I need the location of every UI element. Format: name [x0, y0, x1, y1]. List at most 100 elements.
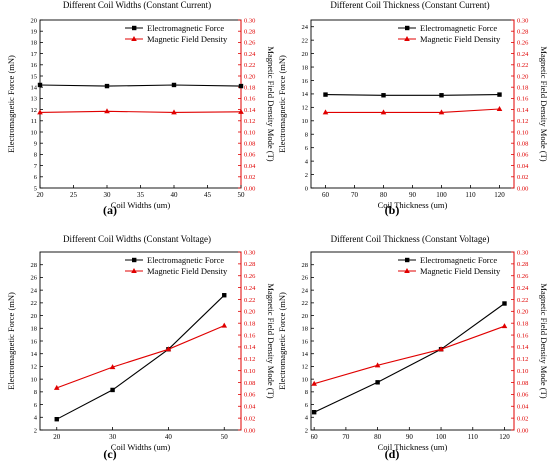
- x-tick-label: 35: [137, 191, 145, 199]
- y2-tick-label: 0.16: [517, 96, 529, 103]
- y-tick-label: 2: [34, 427, 37, 434]
- data-point-force: [110, 387, 115, 393]
- y2-tick-label: 0.24: [244, 51, 256, 58]
- chart-panel-b: Different Coil Thickness (Constant Curre…: [277, 0, 549, 217]
- y2-tick-label: 0.10: [244, 368, 255, 375]
- data-point-density: [165, 346, 172, 352]
- y-tick-label: 22: [302, 37, 309, 44]
- chart-title: Different Coil Widths (Constant Current): [63, 0, 211, 10]
- y-tick-label: 22: [302, 300, 309, 307]
- legend-label: Magnetic Field Density: [147, 34, 228, 44]
- data-point-force: [311, 410, 317, 415]
- series-line-force: [56, 294, 225, 420]
- y2-tick-label: 0.00: [244, 185, 255, 192]
- x-tick-label: 90: [409, 191, 417, 199]
- x-tick-label: 45: [204, 191, 212, 199]
- y2-axis-label: Magnetic Field Density Mode (T): [266, 283, 276, 398]
- y2-tick-label: 0.22: [517, 297, 528, 304]
- y-tick-label: 12: [31, 364, 38, 371]
- legend-marker-square: [132, 25, 137, 31]
- y2-tick-label: 0.30: [517, 249, 528, 256]
- y-tick-label: 18: [31, 40, 38, 47]
- y2-tick-label: 0.16: [517, 332, 529, 339]
- y2-tick-label: 0.00: [517, 427, 528, 434]
- y-tick-label: 16: [302, 78, 309, 85]
- data-point-force: [381, 93, 386, 98]
- y2-tick-label: 0.02: [244, 174, 255, 181]
- y2-tick-label: 0.14: [244, 344, 256, 351]
- plot-frame: [310, 251, 515, 431]
- y2-tick-label: 0.08: [517, 141, 528, 148]
- y2-axis-label: Magnetic Field Density Mode (T): [539, 283, 549, 398]
- y-tick-label: 4: [34, 415, 38, 422]
- y-tick-label: 18: [31, 326, 38, 333]
- series-line-force: [325, 94, 500, 96]
- y-tick-label: 18: [302, 326, 309, 333]
- data-point-density: [104, 108, 110, 114]
- x-tick-label: 25: [70, 191, 78, 199]
- y2-tick-label: 0.02: [517, 415, 528, 422]
- y-tick-label: 8: [305, 132, 308, 139]
- chart-title: Different Coil Widths (Constant Voltage): [63, 234, 211, 244]
- y-axis-label: Electromagnetic Force (mN): [277, 55, 287, 153]
- x-axis-label: Coil Thickness (um): [378, 200, 448, 210]
- x-tick-label: 20: [37, 191, 45, 199]
- plot-frame: [39, 19, 242, 189]
- data-point-force: [54, 416, 59, 422]
- y-tick-label: 14: [31, 351, 38, 358]
- panel-label: (d): [385, 447, 400, 461]
- panel-label: (c): [103, 447, 116, 461]
- legend-label: Electromagnetic Force: [420, 255, 497, 265]
- y-tick-label: 12: [302, 105, 309, 112]
- data-point-force: [323, 92, 328, 97]
- y-tick-label: 12: [302, 364, 309, 371]
- y2-tick-label: 0.04: [244, 404, 256, 411]
- y-tick-label: 16: [31, 338, 38, 345]
- data-point-density: [109, 364, 116, 370]
- data-point-force: [171, 82, 177, 88]
- x-tick-label: 40: [171, 191, 179, 199]
- y2-tick-label: 0.28: [517, 29, 528, 36]
- plot-frame: [310, 19, 515, 189]
- data-point-force: [104, 83, 110, 89]
- y-tick-label: 4: [305, 415, 309, 422]
- y2-tick-label: 0.12: [517, 356, 528, 363]
- x-tick-label: 30: [104, 191, 112, 199]
- y-tick-label: 14: [31, 85, 38, 92]
- y-axis-label: Electromagnetic Force (mN): [277, 292, 287, 390]
- y-tick-label: 10: [302, 376, 309, 383]
- data-point-density: [380, 109, 387, 115]
- y2-tick-label: 0.26: [517, 40, 529, 47]
- y2-tick-label: 0.20: [517, 309, 528, 316]
- legend-label: Magnetic Field Density: [420, 34, 501, 44]
- y2-tick-label: 0.16: [244, 96, 256, 103]
- y-tick-label: 20: [31, 17, 38, 24]
- y-tick-label: 28: [31, 262, 38, 269]
- y-tick-label: 6: [34, 402, 38, 409]
- y2-tick-label: 0.18: [517, 321, 528, 328]
- data-point-density: [438, 109, 445, 115]
- y-tick-label: 4: [305, 158, 309, 165]
- y2-tick-label: 0.06: [517, 392, 529, 399]
- y2-tick-label: 0.24: [244, 285, 256, 292]
- legend-marker-triangle: [404, 268, 410, 273]
- y-tick-label: 6: [305, 402, 309, 409]
- y2-tick-label: 0.18: [244, 85, 255, 92]
- data-point-force: [238, 83, 244, 89]
- y-tick-label: 10: [302, 118, 309, 125]
- panel-label: (a): [103, 203, 117, 217]
- x-tick-label: 20: [53, 433, 61, 441]
- y2-axis-label: Magnetic Field Density Mode (T): [266, 46, 276, 161]
- y2-tick-label: 0.06: [244, 392, 256, 399]
- chart-title: Different Coil Thickness (Constant Volta…: [331, 234, 490, 244]
- y-tick-label: 2: [305, 427, 308, 434]
- data-point-force: [37, 82, 43, 88]
- y-tick-label: 18: [302, 64, 309, 71]
- data-point-density: [53, 384, 60, 390]
- y-tick-label: 24: [31, 287, 38, 294]
- y-tick-label: 13: [31, 96, 38, 103]
- x-tick-label: 60: [322, 191, 330, 199]
- y2-tick-label: 0.08: [244, 141, 255, 148]
- y2-tick-label: 0.18: [517, 85, 528, 92]
